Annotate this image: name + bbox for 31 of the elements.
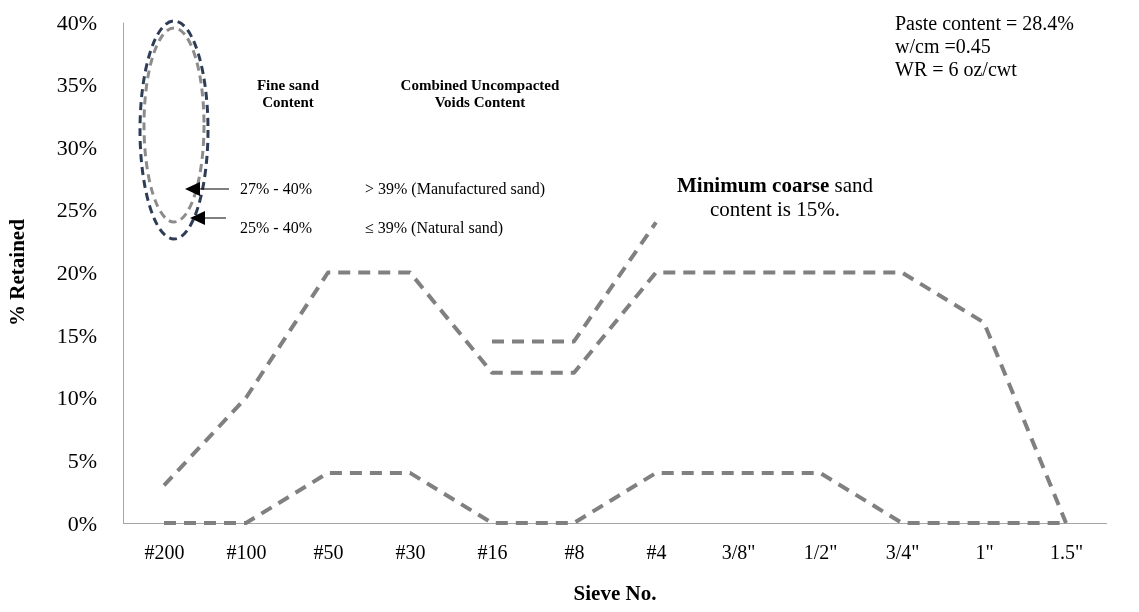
x-tick-label: 1" xyxy=(975,541,994,564)
y-tick-label: 20% xyxy=(56,260,97,286)
annotation: ≤ 39% (Natural sand) xyxy=(365,219,504,237)
annotation: 27% - 40% xyxy=(240,180,312,197)
x-axis-title: Sieve No. xyxy=(573,581,657,605)
x-tick-label: 3/8" xyxy=(721,541,756,564)
y-axis-title: % Retained xyxy=(5,218,29,326)
y-tick-label: 25% xyxy=(56,197,97,223)
x-tick-label: #4 xyxy=(646,541,667,564)
y-tick-label: 0% xyxy=(67,510,97,536)
annotation: Fine sand Content xyxy=(256,77,320,111)
x-tick-label: #8 xyxy=(564,541,585,564)
annotation: Paste content = 28.4% w/cm =0.45 WR = 6 oz/cwt xyxy=(895,12,1075,80)
annotation: 25% - 40% xyxy=(240,219,312,236)
y-tick-label: 10% xyxy=(56,385,97,411)
y-tick-label: 35% xyxy=(56,72,97,98)
y-tick-label: 30% xyxy=(56,134,97,160)
annotation: > 39% (Manufactured sand) xyxy=(365,180,546,198)
x-tick-label: #200 xyxy=(144,541,185,564)
x-tick-label: #100 xyxy=(226,541,267,564)
x-tick-label: 3/4" xyxy=(885,541,920,564)
x-tick-label: 1/2" xyxy=(803,541,838,564)
annotation: Minimum coarse sand content is 15%. xyxy=(677,173,874,222)
x-tick-label: #30 xyxy=(395,541,426,564)
y-tick-label: 15% xyxy=(56,322,97,348)
annotation: Combined Uncompacted Voids Content xyxy=(400,77,561,111)
y-tick-label: 5% xyxy=(67,447,97,473)
x-tick-label: 1.5" xyxy=(1049,541,1084,564)
y-tick-label: 40% xyxy=(56,9,97,35)
x-tick-label: #50 xyxy=(313,541,344,564)
x-tick-label: #16 xyxy=(477,541,508,564)
